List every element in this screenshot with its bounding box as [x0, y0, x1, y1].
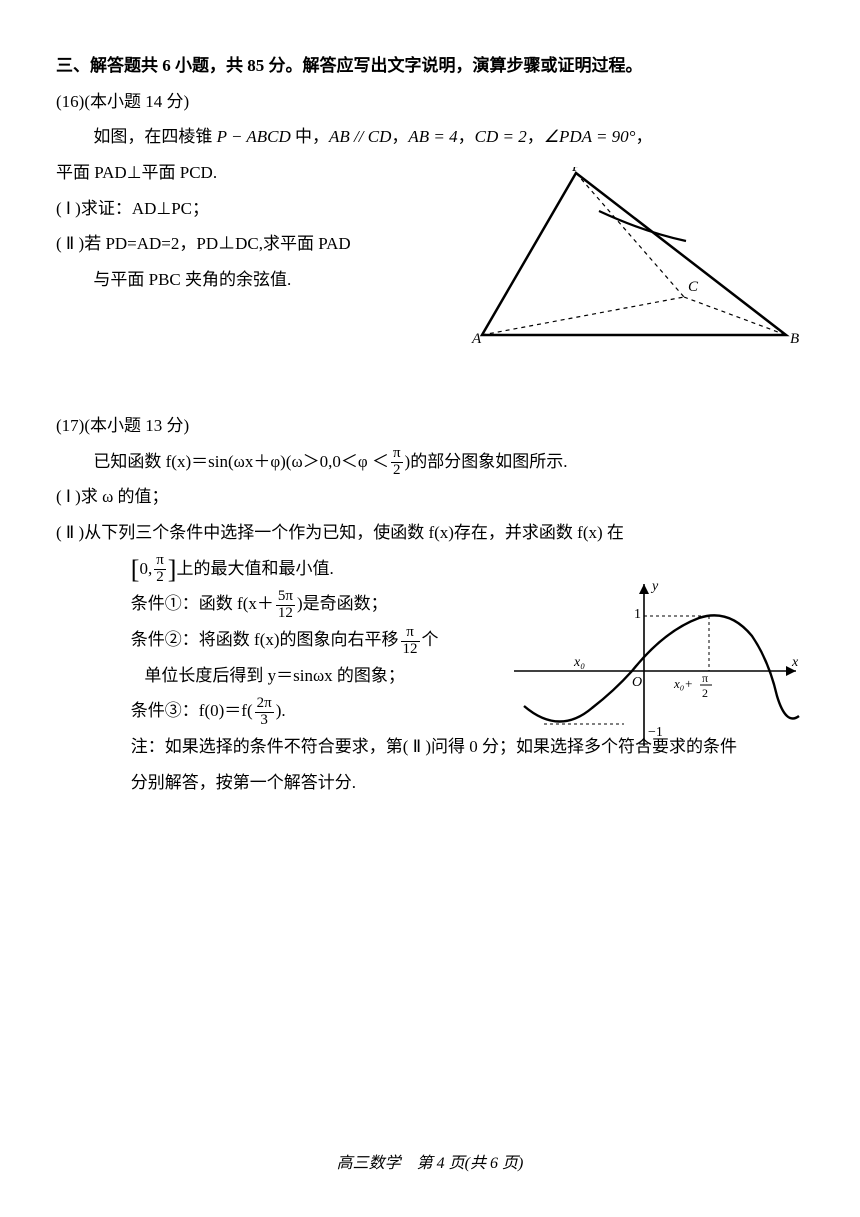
interval-a: 0,	[139, 559, 152, 578]
text: )的部分图象如图所示.	[405, 452, 568, 471]
text: 已知函数 f(x)＝sin(ωx＋φ)(ω＞0,0＜φ ＜	[93, 452, 389, 471]
frac-pi-over-2b: π2	[154, 553, 166, 586]
q16-figure: A B C P	[464, 167, 804, 347]
c1a: 条件①：函数 f(x＋	[131, 594, 274, 613]
axis-y-label: y	[650, 579, 659, 594]
ab-val: AB = 4	[408, 127, 457, 146]
text: 如图，在四棱锥	[93, 127, 216, 146]
cd-val: CD = 2	[475, 127, 527, 146]
q17-note2: 分别解答，按第一个解答计分.	[56, 765, 804, 801]
frac-2pi3: 2π3	[255, 696, 274, 729]
frac-pi-over-2: π2	[391, 446, 403, 479]
c3a: 条件③：f(0)＝f(	[131, 701, 253, 720]
c2b: 个	[422, 630, 439, 649]
c1b: )是奇函数；	[297, 594, 388, 613]
sine-graph-svg: x y O 1 −1 x₀ x₀+ π 2	[514, 576, 804, 751]
text: 中，	[291, 127, 329, 146]
pyramid-svg: A B C P	[464, 167, 804, 347]
comma: ，	[635, 127, 652, 146]
frac-pi12: π12	[401, 625, 420, 658]
exam-page: 三、解答题共 6 小题，共 85 分。解答应写出文字说明，演算步骤或证明过程。 …	[0, 0, 860, 1217]
page-footer: 高三数学 第 4 页(共 6 页)	[0, 1147, 860, 1181]
label-P: P	[571, 167, 581, 175]
c2a: 条件②：将函数 f(x)的图象向右平移	[131, 630, 399, 649]
q17-figure: x y O 1 −1 x₀ x₀+ π 2	[514, 576, 804, 751]
ab-parallel: AB // CD	[329, 127, 391, 146]
label-A: A	[471, 331, 482, 347]
comma: ，	[391, 127, 408, 146]
q16-body-line1: 如图，在四棱锥 P − ABCD 中，AB // CD，AB = 4，CD = …	[56, 119, 804, 155]
interval-b: 上的最大值和最小值.	[176, 559, 333, 578]
pabcd: P − ABCD	[217, 127, 291, 146]
label-C: C	[688, 279, 699, 295]
c3b: ).	[276, 701, 286, 720]
comma: ，	[527, 127, 544, 146]
frac-d: 2	[702, 686, 708, 700]
label-x0: x₀	[573, 655, 585, 670]
label-1: 1	[634, 607, 641, 622]
section-header: 三、解答题共 6 小题，共 85 分。解答应写出文字说明，演算步骤或证明过程。	[56, 48, 804, 84]
label-neg1: −1	[648, 725, 663, 740]
frac-5pi12: 5π12	[276, 589, 295, 622]
q17-body1: 已知函数 f(x)＝sin(ωx＋φ)(ω＞0,0＜φ ＜π2)的部分图象如图所…	[56, 444, 804, 480]
label-x0-plus: x₀+	[673, 676, 693, 691]
q17-part2: ( Ⅱ )从下列三个条件中选择一个作为已知，使函数 f(x)存在，并求函数 f(…	[56, 515, 804, 551]
angle-pda: ∠PDA = 90°	[544, 127, 636, 146]
q17-label: (17)(本小题 13 分)	[56, 408, 804, 444]
origin-label: O	[632, 675, 642, 690]
label-B: B	[790, 331, 799, 347]
q17-part1: ( Ⅰ )求 ω 的值；	[56, 479, 804, 515]
frac-n: π	[702, 671, 708, 685]
axis-x-label: x	[791, 655, 799, 670]
q16-label: (16)(本小题 14 分)	[56, 84, 804, 120]
comma: ，	[458, 127, 475, 146]
